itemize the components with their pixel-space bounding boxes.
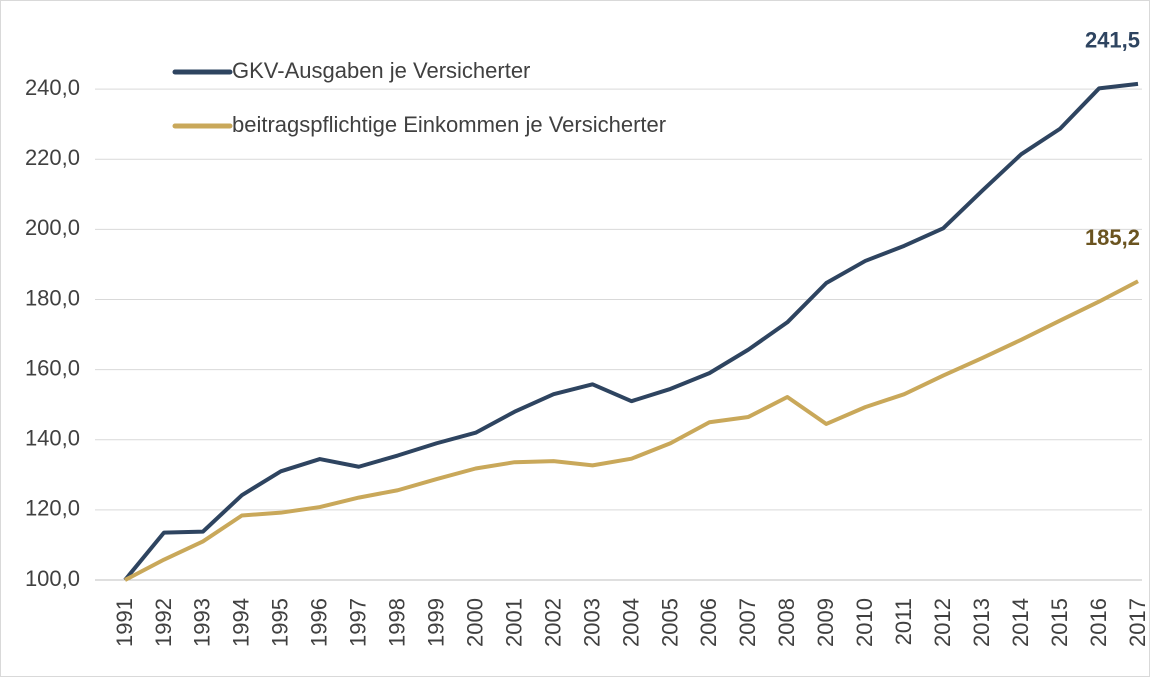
y-tick-label: 220,0 <box>25 145 80 170</box>
x-tick-label: 2005 <box>657 598 682 647</box>
x-tick-label: 2017 <box>1125 598 1150 647</box>
x-tick-label: 2002 <box>540 598 565 647</box>
x-tick-label: 2011 <box>891 598 916 645</box>
x-tick-label: 2008 <box>774 598 799 647</box>
x-tick-label: 1999 <box>424 598 449 647</box>
y-tick-label: 120,0 <box>25 496 80 521</box>
x-tick-label: 2012 <box>930 598 955 647</box>
x-tick-label: 1991 <box>112 598 137 647</box>
x-tick-label: 1992 <box>151 598 176 647</box>
x-tick-label: 2007 <box>735 598 760 647</box>
y-tick-label: 200,0 <box>25 215 80 240</box>
data-label: 241,5 <box>1085 28 1140 53</box>
x-tick-label: 1993 <box>190 598 215 647</box>
y-tick-label: 240,0 <box>25 75 80 100</box>
x-tick-label: 1994 <box>229 598 254 647</box>
x-tick-label: 1996 <box>307 598 332 647</box>
x-tick-label: 2006 <box>696 598 721 647</box>
x-tick-label: 2013 <box>969 598 994 647</box>
x-tick-label: 2015 <box>1047 598 1072 647</box>
y-tick-label: 140,0 <box>25 426 80 451</box>
x-tick-label: 1997 <box>346 598 371 647</box>
series-line <box>124 279 1139 582</box>
x-tick-label: 2003 <box>579 598 604 647</box>
x-tick-label: 2009 <box>813 598 838 647</box>
legend-label: GKV-Ausgaben je Versicherter <box>232 58 530 83</box>
x-tick-label: 2010 <box>852 598 877 647</box>
x-tick-label: 2000 <box>462 598 487 647</box>
y-tick-label: 100,0 <box>25 566 80 591</box>
x-tick-label: 2004 <box>618 598 643 647</box>
data-label: 185,2 <box>1085 225 1140 250</box>
series-line <box>123 81 1139 582</box>
x-tick-label: 1995 <box>268 598 293 647</box>
y-tick-label: 180,0 <box>25 285 80 310</box>
legend-label: beitragspflichtige Einkommen je Versiche… <box>232 112 666 137</box>
y-tick-label: 160,0 <box>25 355 80 380</box>
x-tick-label: 2001 <box>501 598 526 647</box>
x-tick-label: 2014 <box>1008 598 1033 647</box>
x-tick-label: 2016 <box>1086 598 1111 647</box>
x-tick-label: 1998 <box>385 598 410 647</box>
